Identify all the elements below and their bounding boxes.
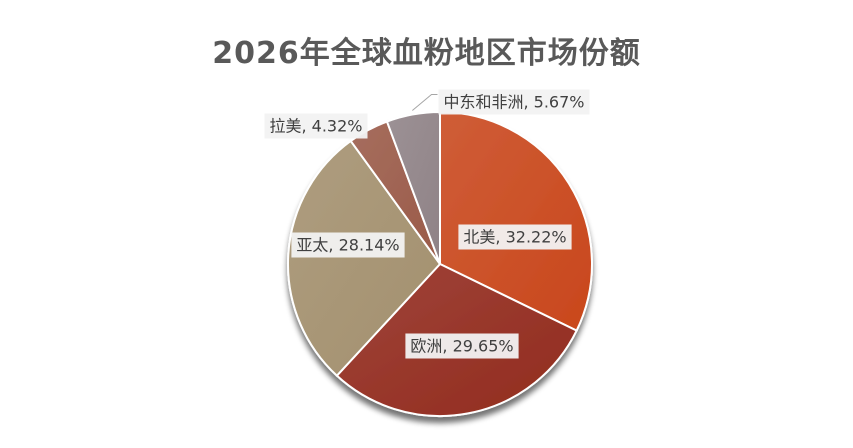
slice-label-2: 亚太, 28.14% bbox=[291, 232, 405, 258]
slice-label-1: 欧洲, 29.65% bbox=[405, 333, 519, 359]
slice-label-text-3: 拉美, 4.32% bbox=[269, 117, 362, 136]
pie-slice-2 bbox=[287, 139, 442, 378]
slice-labels: 北美, 32.22% 欧洲, 29.65% 亚太, 28.14% 拉美, 4.32% 中… bbox=[264, 89, 590, 359]
pie-slices bbox=[287, 110, 593, 417]
slice-label-3: 拉美, 4.32% bbox=[264, 113, 368, 139]
pie-slice-0 bbox=[439, 110, 593, 332]
slice-label-text-1: 欧洲, 29.65% bbox=[410, 337, 513, 356]
leader-lines bbox=[412, 94, 438, 111]
leader-line-4 bbox=[412, 94, 438, 111]
slice-label-0: 北美, 32.22% bbox=[458, 224, 572, 250]
slice-label-4: 中东和非洲, 5.67% bbox=[438, 89, 590, 115]
slice-label-text-4: 中东和非洲, 5.67% bbox=[443, 93, 584, 112]
slice-label-text-0: 北美, 32.22% bbox=[463, 228, 566, 247]
slice-label-text-2: 亚太, 28.14% bbox=[296, 236, 399, 255]
chart-title: 2026年全球血粉地区市场份额 bbox=[212, 36, 641, 71]
